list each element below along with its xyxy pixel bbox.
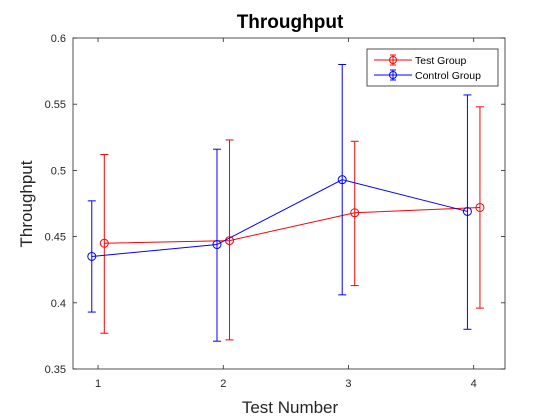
legend-marker-control-group <box>389 71 397 79</box>
test-group-marker-0 <box>99 238 109 248</box>
legend-box <box>366 48 499 87</box>
legend-label-control-group: Control Group <box>415 70 481 82</box>
legend-label-test-group: Test Group <box>415 55 467 67</box>
y-tick-label-3: 0.5 <box>51 165 66 177</box>
plot-area: 0.35 0.4 0.45 0.5 0.55 0.6 1 2 3 4 <box>45 33 506 390</box>
x-tick-label-1: 2 <box>220 378 226 390</box>
y-tick-label-4: 0.55 <box>45 99 66 111</box>
test-group-line <box>104 206 480 244</box>
x-tick-label-3: 4 <box>471 378 477 390</box>
y-axis-title: Throughput <box>17 160 36 247</box>
x-tick-label-0: 1 <box>95 378 101 390</box>
control-group-marker-1 <box>212 240 222 250</box>
control-group-marker-3 <box>462 206 472 216</box>
y-tick-label-2: 0.45 <box>45 232 66 244</box>
y-tick-label-1: 0.4 <box>51 298 66 310</box>
control-group-line <box>91 179 468 257</box>
test-group-marker-2 <box>350 208 360 218</box>
x-tick-label-2: 3 <box>345 378 351 390</box>
test-group-marker-3 <box>475 202 485 212</box>
chart-title: Throughput <box>237 12 344 33</box>
control-group-marker-2 <box>337 175 347 185</box>
y-tick-label-5: 0.6 <box>51 33 66 45</box>
y-tick-label-0: 0.35 <box>45 364 66 376</box>
legend: Test Group Control Group <box>366 48 499 87</box>
axes-box <box>72 37 506 370</box>
control-group-marker-0 <box>87 251 97 261</box>
legend-marker-test-group <box>389 56 397 64</box>
x-axis-title: Test Number <box>242 398 339 417</box>
